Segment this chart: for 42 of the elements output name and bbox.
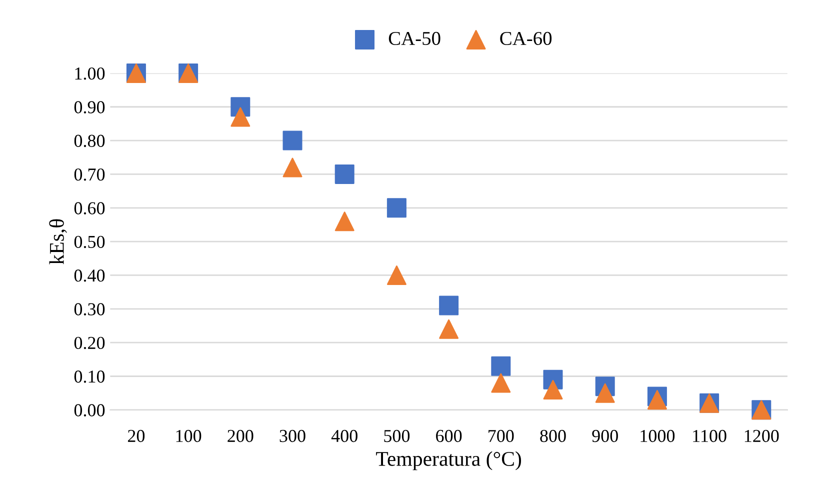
point [491, 373, 511, 393]
y-tick-label: 0.20 [74, 336, 105, 350]
x-tick-label: 600 [436, 430, 462, 442]
x-tick-label: 900 [592, 430, 618, 442]
point [647, 390, 667, 410]
y-tick-label: 0.60 [74, 202, 105, 214]
x-tick-label: 1000 [640, 430, 675, 442]
x-tick-label: 200 [228, 430, 254, 442]
x-tick-label: 400 [331, 430, 358, 442]
x-tick-label: 20 [128, 430, 145, 442]
point [230, 107, 250, 127]
x-tick-label: 700 [488, 430, 514, 442]
x-axis-title: Temperatura (°C) [376, 451, 522, 470]
point [491, 356, 511, 376]
x-tick-label: 500 [384, 430, 410, 442]
legend-label: CA-60 [500, 32, 552, 46]
point [595, 383, 615, 403]
y-tick-label: 0.80 [74, 134, 105, 148]
y-tick-label: 0.30 [74, 303, 105, 316]
y-axis-title: kEs,θ [49, 219, 67, 264]
y-tick-label: 0.50 [74, 236, 105, 248]
point [334, 164, 354, 184]
point [386, 198, 406, 218]
point [282, 158, 302, 178]
point [439, 296, 459, 316]
x-tick-label: 100 [176, 430, 202, 442]
x-tick-label: 1100 [693, 430, 726, 442]
y-tick-label: 1.00 [75, 67, 105, 80]
y-tick-label: 0.90 [74, 101, 105, 114]
y-tick-label: 0.00 [74, 404, 105, 416]
point [386, 265, 406, 285]
y-tick-label: 0.10 [74, 370, 105, 383]
legend-label: CA-50 [388, 32, 440, 46]
point [282, 130, 302, 150]
x-tick-label: 300 [280, 430, 306, 442]
point [543, 380, 563, 400]
x-tick-label: 800 [540, 430, 566, 442]
x-tick-label: 1200 [744, 430, 779, 442]
y-tick-label: 0.40 [74, 269, 105, 282]
point [439, 319, 459, 339]
y-tick-label: 0.70 [74, 168, 105, 181]
point [334, 212, 354, 232]
